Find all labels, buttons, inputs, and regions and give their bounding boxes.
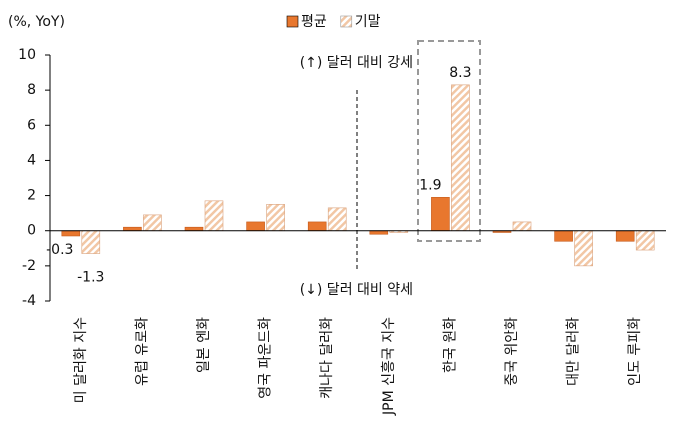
x-tick-label: 중국 위안화 [504,317,520,386]
y-axis-label: (%, YoY) [8,14,65,30]
y-tick-label: 4 [27,152,36,168]
bar [307,221,327,232]
legend-swatch [340,15,353,28]
y-tick-label: -2 [22,258,36,274]
legend-swatch [286,15,299,28]
bar [431,197,450,232]
y-tick-label: 2 [27,188,36,204]
bar [615,230,635,242]
y-tick-label: 6 [27,117,36,133]
bar [246,221,265,232]
bar [574,230,593,267]
bar [266,204,285,232]
x-tick-label: 유럽 유로화 [134,317,150,386]
x-tick-label: 대만 달러화 [566,317,582,386]
y-tick-label: 8 [27,82,36,98]
bar [143,214,162,232]
x-tick-label: 캐나다 달러화 [319,317,335,399]
data-label: 8.3 [449,65,471,81]
data-label: -1.3 [77,270,104,286]
y-tick-label: 0 [27,223,36,239]
bar [327,207,347,232]
bar [204,200,224,232]
bar [635,230,655,251]
bar [184,226,204,232]
data-label: -0.3 [46,242,73,258]
y-tick-label: -4 [22,293,36,309]
x-tick-label: 미 달러화 지수 [73,317,89,403]
bar [512,221,532,232]
bar [451,84,470,232]
x-tick-label: 인도 루피화 [627,317,643,386]
annotation: (↑) 달러 대비 강세 [300,55,413,71]
x-tick-label: 일본 엔화 [196,317,212,373]
highlight-box [417,40,481,242]
bar [369,230,389,235]
x-tick-label: 한국 원화 [442,317,458,373]
bar [554,230,573,242]
bar [123,226,142,232]
legend-label: 기말 [355,14,381,30]
y-tick-label: 10 [18,47,36,63]
data-label: 1.9 [419,177,441,193]
bar [81,230,101,254]
legend-label: 평균 [301,14,327,30]
x-tick-label: JPM 신흥국 지수 [381,317,397,416]
x-tick-label: 영국 파운드화 [258,317,274,399]
annotation: (↓) 달러 대비 약세 [300,282,413,298]
bar [61,230,81,237]
